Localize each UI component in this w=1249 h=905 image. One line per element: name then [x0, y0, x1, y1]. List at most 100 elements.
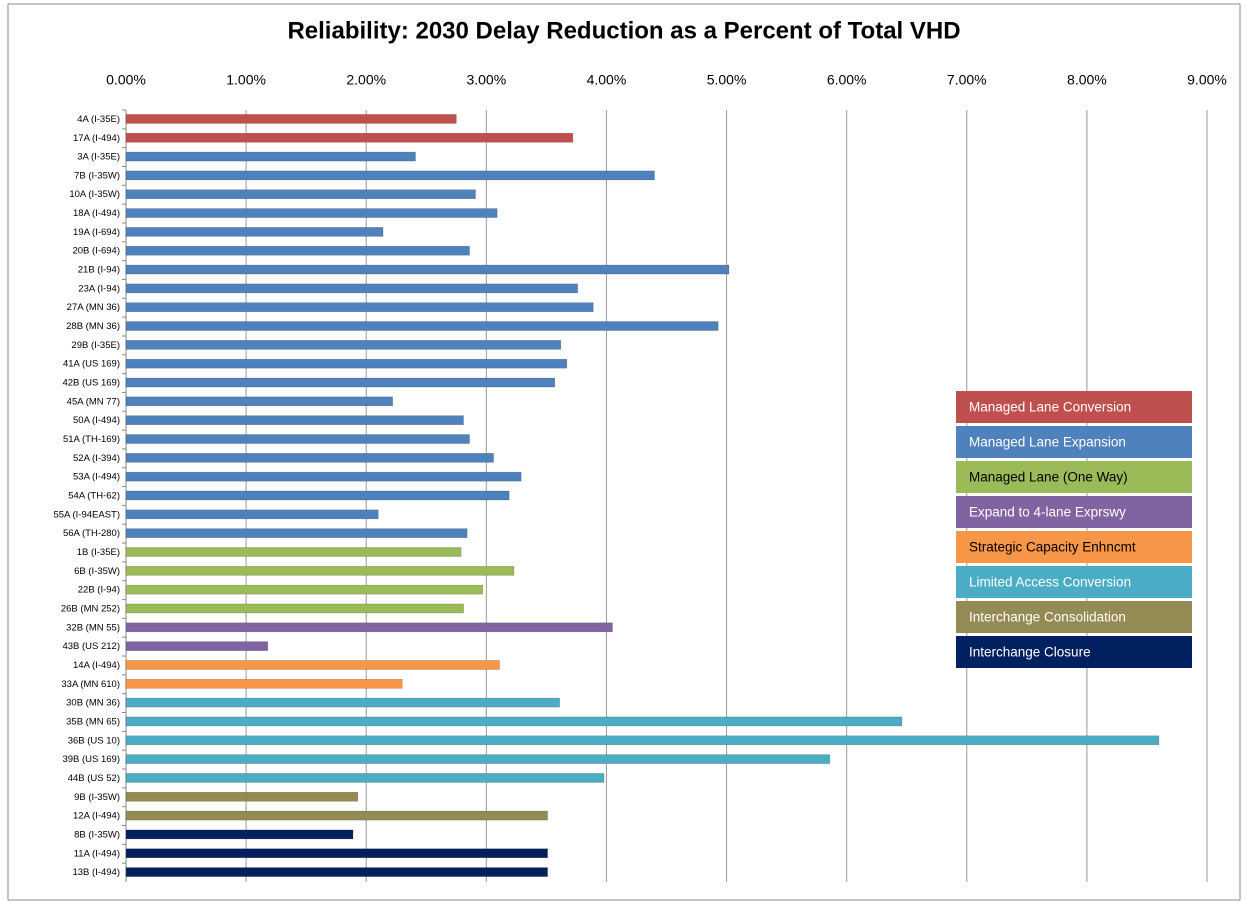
- bar: [125, 170, 655, 181]
- y-tick-label: 7B (I-35W): [74, 170, 120, 181]
- y-tick-label: 35B (MN 65): [66, 716, 120, 727]
- bar: [125, 848, 548, 859]
- bar: [125, 151, 416, 162]
- bar: [125, 791, 359, 802]
- y-tick-label: 30B (MN 36): [66, 698, 120, 709]
- legend-swatch: [956, 531, 1192, 563]
- bar: [125, 114, 457, 124]
- x-tick-label: 3.00%: [466, 72, 506, 88]
- y-tick-label: 17A (I-494): [73, 133, 120, 144]
- bar: [125, 189, 476, 200]
- y-tick-label: 45A (MN 77): [67, 396, 120, 407]
- y-tick-label: 44B (US 52): [68, 773, 120, 784]
- bar: [125, 603, 464, 614]
- bar: [125, 867, 548, 877]
- legend-label: Strategic Capacity Enhncmt: [969, 540, 1136, 555]
- bar: [125, 302, 594, 313]
- bar: [125, 660, 500, 670]
- x-tick-label: 6.00%: [827, 72, 867, 88]
- y-tick-label: 9B (I-35W): [74, 792, 120, 803]
- legend-label: Limited Access Conversion: [969, 575, 1131, 590]
- y-tick-label: 18A (I-494): [73, 208, 120, 219]
- bar: [125, 829, 354, 840]
- x-tick-label: 1.00%: [226, 72, 266, 88]
- bar: [125, 566, 515, 576]
- y-tick-label: 8B (I-35W): [74, 829, 120, 840]
- bar: [125, 735, 1160, 746]
- y-tick-label: 32B (MN 55): [66, 622, 120, 633]
- bar: [125, 227, 384, 237]
- y-tick-label: 41A (US 169): [63, 359, 120, 370]
- y-tick-label: 43B (US 212): [62, 641, 120, 652]
- y-tick-label: 39B (US 169): [62, 754, 120, 765]
- bar: [125, 132, 574, 143]
- y-tick-label: 51A (TH-169): [63, 434, 120, 445]
- y-tick-label: 50A (I-494): [73, 415, 120, 426]
- bar: [125, 509, 379, 520]
- bar: [125, 396, 393, 407]
- legend-swatch: [956, 566, 1192, 598]
- y-tick-label: 42B (US 169): [62, 378, 120, 389]
- bar: [125, 340, 562, 350]
- y-tick-label: 10A (I-35W): [69, 189, 120, 200]
- bar: [125, 584, 484, 595]
- y-tick-label: 36B (US 10): [68, 735, 120, 746]
- legend-label: Interchange Closure: [969, 645, 1091, 660]
- y-tick-label: 1B (I-35E): [77, 547, 120, 558]
- y-tick-label: 55A (I-94EAST): [53, 509, 120, 520]
- x-tick-label: 2.00%: [346, 72, 386, 88]
- y-tick-label: 22B (I-94): [78, 585, 120, 596]
- y-tick-label: 28B (MN 36): [66, 321, 120, 332]
- y-tick-label: 52A (I-394): [73, 453, 120, 464]
- bar: [125, 453, 494, 463]
- legend-label: Managed Lane Expansion: [969, 435, 1126, 450]
- bar: [125, 810, 548, 821]
- bar: [125, 415, 464, 425]
- x-tick-label: 4.00%: [587, 72, 627, 88]
- bar: [125, 245, 470, 256]
- legend-swatch: [956, 601, 1192, 633]
- bar: [125, 434, 470, 444]
- legend-label: Managed Lane (One Way): [969, 470, 1128, 485]
- bar: [125, 283, 578, 294]
- bar: [125, 490, 510, 501]
- bar: [125, 528, 468, 538]
- y-tick-label: 27A (MN 36): [67, 302, 120, 313]
- legend-label: Expand to 4-lane Exprswy: [969, 505, 1126, 520]
- y-tick-label: 19A (I-694): [73, 227, 120, 238]
- y-tick-label: 20B (I-694): [72, 246, 120, 257]
- bar: [125, 678, 403, 689]
- y-tick-label: 3A (I-35E): [77, 152, 120, 163]
- y-tick-label: 13B (I-494): [72, 867, 120, 878]
- bar: [125, 622, 613, 633]
- bar: [125, 697, 560, 708]
- y-tick-label: 54A (TH-62): [68, 491, 120, 502]
- bar: [125, 773, 605, 783]
- legend-swatch: [956, 636, 1192, 668]
- y-tick-label: 12A (I-494): [73, 811, 120, 822]
- y-tick-label: 11A (I-494): [74, 848, 120, 859]
- bar: [125, 754, 831, 764]
- x-tick-label: 5.00%: [707, 72, 747, 88]
- bar: [125, 377, 556, 388]
- y-tick-label: 23A (I-94): [78, 283, 120, 294]
- legend-label: Managed Lane Conversion: [969, 400, 1131, 415]
- y-tick-label: 56A (TH-280): [63, 528, 120, 539]
- y-tick-label: 26B (MN 252): [61, 603, 120, 614]
- x-tick-label: 9.00%: [1187, 72, 1227, 88]
- bar: [125, 208, 498, 218]
- chart-title: Reliability: 2030 Delay Reduction as a P…: [287, 17, 960, 44]
- bar: [125, 471, 522, 482]
- y-tick-label: 33A (MN 610): [61, 679, 120, 690]
- legend-swatch: [956, 426, 1192, 458]
- bar: [125, 264, 730, 275]
- y-tick-label: 4A (I-35E): [77, 114, 120, 125]
- bar: [125, 358, 568, 369]
- y-tick-label: 21B (I-94): [78, 265, 120, 276]
- legend-swatch: [956, 496, 1192, 528]
- y-tick-label: 6B (I-35W): [74, 566, 120, 577]
- legend-swatch: [956, 461, 1192, 493]
- bar: [125, 716, 903, 727]
- bar: [125, 641, 269, 651]
